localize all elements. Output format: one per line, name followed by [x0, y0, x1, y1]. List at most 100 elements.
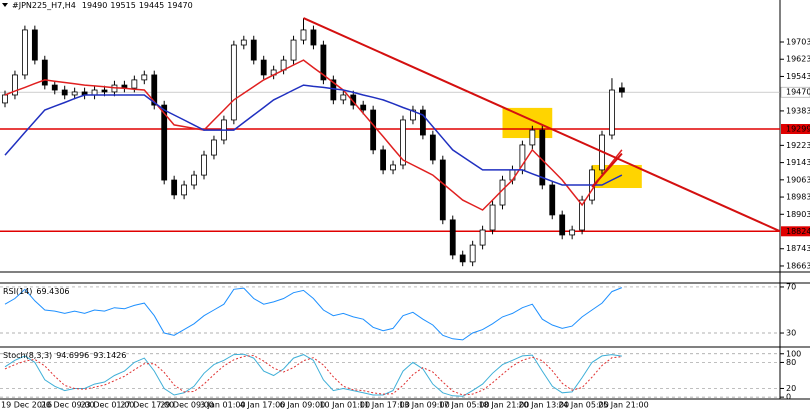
candle-body	[489, 204, 496, 231]
indicator-line	[4, 354, 622, 396]
y-tick-label: 18983	[786, 193, 810, 202]
candle-body	[320, 44, 327, 81]
trendline	[303, 17, 780, 233]
chart-header: #JPN225_H7,H4 19490 19515 19445 19470	[12, 1, 193, 10]
price-label: 18824	[786, 227, 810, 236]
indicator-text: 93.1426	[93, 351, 126, 360]
candle-body	[101, 89, 108, 93]
candle-body	[31, 29, 38, 61]
y-tick-label: 19223	[786, 141, 810, 150]
candle-body	[181, 184, 188, 196]
candle-body	[549, 184, 556, 216]
x-tick-label: 29 Dec 09:00	[160, 401, 214, 410]
y-tick-label: 19383	[786, 106, 810, 115]
candle-body	[21, 29, 28, 76]
candle-body	[330, 79, 337, 101]
candle-body	[449, 219, 456, 256]
candle-body	[211, 139, 217, 156]
candle-body	[91, 89, 98, 96]
candle-body	[141, 74, 148, 81]
indicator-line	[4, 353, 622, 397]
candle-body	[71, 91, 78, 96]
header-text: 19470	[167, 1, 192, 10]
trendline	[591, 152, 623, 188]
y-tick-label: 19063	[786, 175, 810, 184]
y-tick-label: 19543	[786, 72, 810, 81]
candle-body	[201, 154, 207, 176]
candle-body	[429, 134, 436, 161]
header-text: 19445	[139, 1, 164, 10]
x-tick-label: 20 Jan 13:00	[518, 401, 569, 410]
candle-body	[559, 214, 566, 236]
x-tick-label: 11 Jan 17:00	[359, 401, 410, 410]
price-label-box	[781, 226, 810, 237]
indicator-line	[4, 287, 623, 341]
candle-body	[410, 109, 416, 121]
x-tick-label: 4 Jan 17:00	[240, 401, 286, 410]
indicator-text: 94.6996	[56, 351, 89, 360]
indicator-text: RSI(14)	[3, 287, 32, 296]
x-tick-label: 27 Dec 17:00	[120, 401, 174, 410]
y-tick-label: 80	[786, 358, 796, 367]
x-tick-label: 3 Jan 01:00	[200, 401, 246, 410]
candle-body	[310, 29, 317, 46]
main-plot	[0, 17, 780, 267]
candle-body	[390, 164, 396, 171]
y-tick-label: 100	[786, 349, 801, 358]
candle-body	[2, 94, 8, 104]
candle-body	[12, 74, 18, 96]
candle-body	[290, 39, 297, 61]
indicator-text: Stoch(8,3,3)	[3, 351, 52, 360]
y-tick-label: 0	[786, 393, 791, 402]
header-text: 19515	[110, 1, 135, 10]
price-label-box	[781, 124, 810, 135]
candle-body	[260, 59, 267, 76]
y-tick-label: 19143	[786, 158, 810, 167]
candle-body	[191, 174, 197, 186]
price-label-box	[780, 86, 810, 98]
candle-body	[609, 89, 615, 136]
candle-body	[579, 199, 585, 231]
y-tick-label: 20	[786, 384, 796, 393]
candle-body	[529, 129, 536, 146]
indicator-header: RSI(14) 69.4306	[3, 287, 70, 296]
candle-body	[619, 87, 625, 93]
indicator-text: 69.4306	[36, 287, 69, 296]
price-label: 19299	[786, 125, 810, 134]
candle-body	[131, 79, 138, 89]
candle-body	[569, 229, 576, 236]
x-tick-label: 6 Jan 09:00	[280, 401, 326, 410]
y-tick-label: 18743	[786, 244, 810, 253]
y-tick-label: 70	[786, 282, 796, 291]
indicator-header: Stoch(8,3,3) 94.6996 93.1426	[3, 351, 126, 360]
candle-body	[479, 229, 486, 246]
header-text: 19490	[82, 1, 107, 10]
y-tick-label: 30	[786, 329, 796, 338]
candle-body	[171, 179, 178, 196]
candle-body	[360, 104, 367, 111]
candle-body	[240, 39, 247, 46]
x-tick-label: 17 Jan 05:00	[439, 401, 490, 410]
candle-body	[41, 59, 48, 86]
candle-body	[380, 149, 387, 171]
current-price-label: 19470	[786, 88, 810, 97]
candle-body	[400, 119, 406, 166]
x-tick-label: 24 Jan 05:00	[558, 401, 609, 410]
x-tick-label: 18 Jan 21:00	[479, 401, 530, 410]
candle-body	[439, 159, 446, 221]
x-tick-label: 23 Dec 01:00	[81, 401, 135, 410]
x-tick-label: 13 Jan 09:00	[399, 401, 450, 410]
candle-body	[419, 109, 426, 136]
x-tick-label: 19 Dec 2016	[1, 401, 52, 410]
y-tick-label: 18903	[786, 210, 810, 219]
candle-body	[370, 109, 377, 151]
candle-body	[61, 89, 68, 96]
candle-body	[161, 104, 168, 181]
candle-body	[250, 39, 257, 61]
candle-body	[230, 44, 237, 121]
candle-body	[51, 84, 58, 91]
y-tick-label: 19623	[786, 55, 810, 64]
menu-arrow[interactable]	[2, 3, 8, 7]
candle-body	[350, 94, 357, 106]
